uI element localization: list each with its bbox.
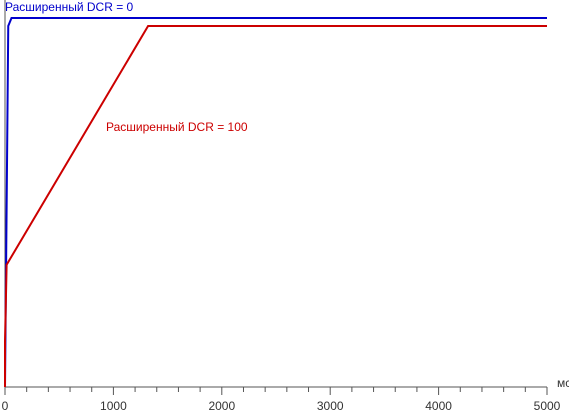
x-axis-label: мс — [557, 376, 569, 390]
x-tick-label: 5000 — [534, 399, 561, 413]
series-line — [4, 16, 547, 388]
x-tick-label: 4000 — [425, 399, 452, 413]
x-tick-label: 2000 — [208, 399, 235, 413]
series-label: Расширенный DCR = 0 — [5, 0, 134, 14]
x-tick-label: 1000 — [100, 399, 127, 413]
x-tick-label: 3000 — [317, 399, 344, 413]
series-label: Расширенный DCR = 100 — [106, 120, 248, 134]
x-tick-label: 0 — [2, 399, 9, 413]
series-line — [4, 25, 547, 387]
